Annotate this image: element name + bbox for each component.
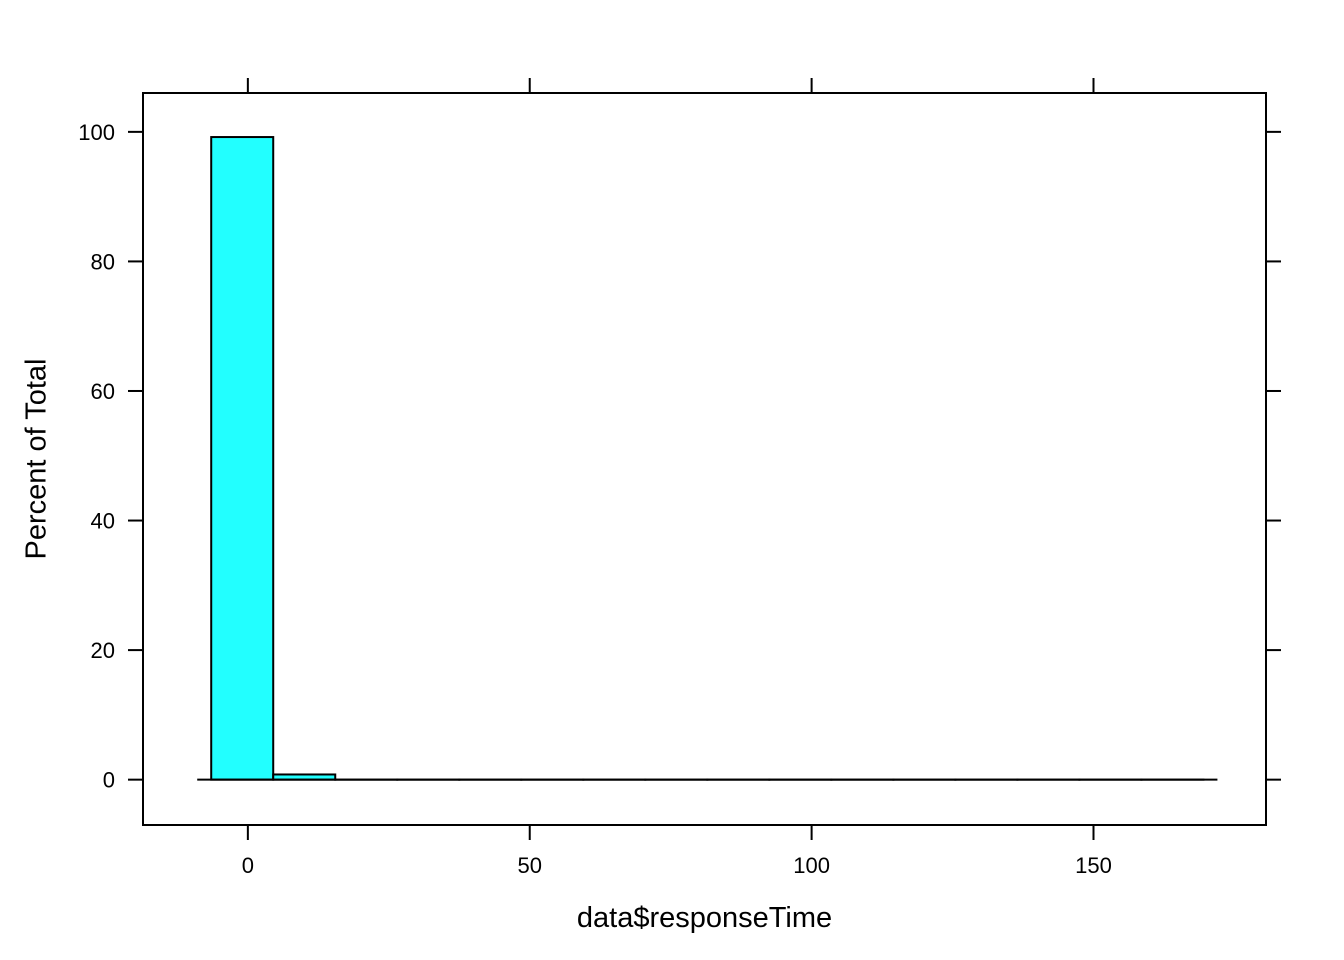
x-tick-label: 0 bbox=[242, 853, 254, 878]
y-axis-title: Percent of Total bbox=[21, 359, 53, 560]
y-tick-label: 20 bbox=[91, 638, 115, 663]
plot-frame bbox=[142, 92, 1267, 826]
y-tick-label: 0 bbox=[103, 768, 115, 793]
x-axis-title: data$responseTime bbox=[577, 902, 832, 934]
x-tick-label: 50 bbox=[517, 853, 541, 878]
y-tick-label: 40 bbox=[91, 509, 115, 534]
y-tick-label: 80 bbox=[91, 249, 115, 274]
x-tick-label: 150 bbox=[1075, 853, 1112, 878]
ticks-group: 0 50 100 150 0 20 40 60 80 100 bbox=[78, 78, 1281, 878]
histogram-bar bbox=[210, 136, 275, 781]
bars-group bbox=[210, 136, 1205, 781]
x-tick-label: 100 bbox=[793, 853, 830, 878]
y-tick-label: 60 bbox=[91, 379, 115, 404]
y-tick-label: 100 bbox=[78, 120, 115, 145]
